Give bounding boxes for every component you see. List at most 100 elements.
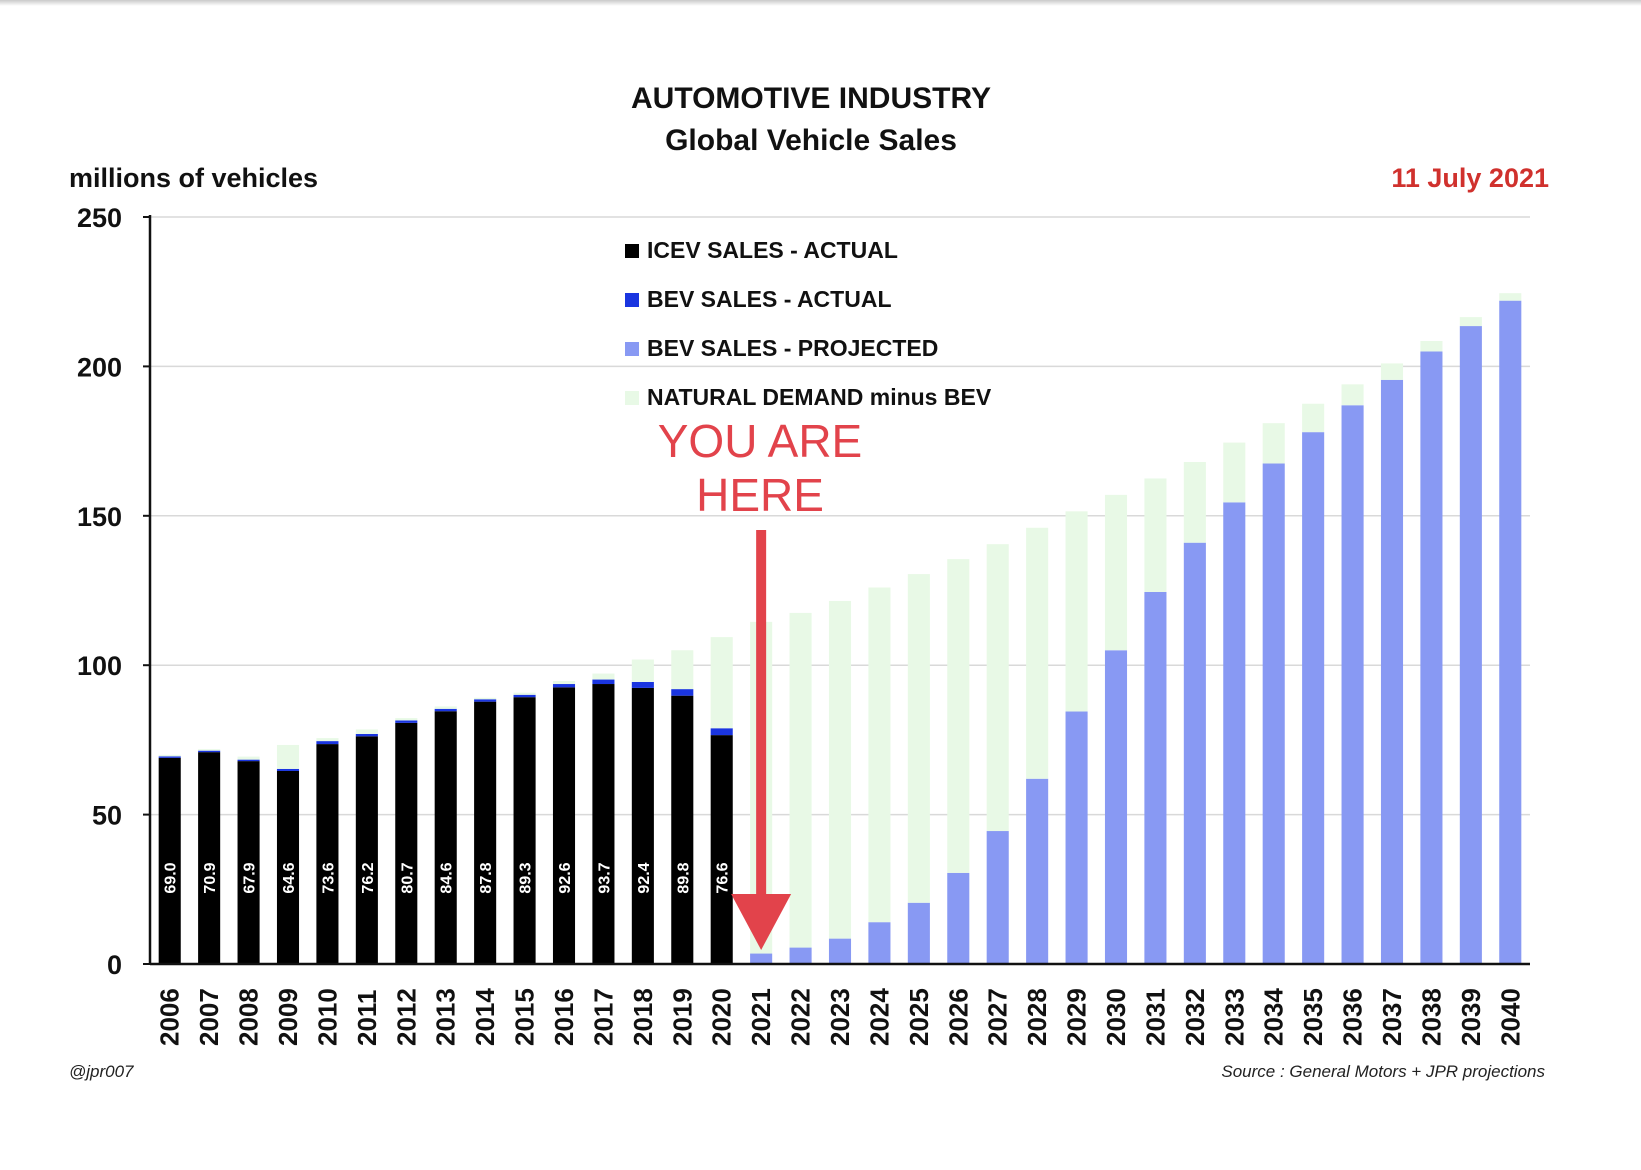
- bar-bev_actual-2015: [513, 694, 536, 698]
- data-label-2016: 92.6: [557, 862, 574, 893]
- bar-natural_demand-2032: [1183, 462, 1206, 543]
- x-tick-label-2015: 2015: [510, 988, 540, 1046]
- bar-bev_actual-2007: [198, 750, 221, 753]
- legend-item-natural-demand: NATURAL DEMAND minus BEV: [625, 373, 991, 422]
- legend-swatch-natural-demand: [625, 390, 639, 405]
- x-tick-label-2008: 2008: [234, 988, 264, 1046]
- labels: 0 50 100 150 200 250 2006 69.0 2007 70.9 2008 67.9 2…: [77, 203, 1525, 1046]
- bar-icev-2010: [316, 744, 339, 964]
- x-tick-label-2016: 2016: [549, 988, 579, 1046]
- x-tick-label-2032: 2032: [1180, 988, 1210, 1046]
- author-handle: @jpr007: [69, 1062, 134, 1081]
- y-tick-label-50: 50: [92, 801, 122, 831]
- data-label-2014: 87.8: [478, 862, 495, 893]
- date-label: 11 July 2021: [1391, 163, 1549, 193]
- x-tick-label-2020: 2020: [707, 988, 737, 1046]
- bar-natural_demand-2008: [237, 756, 260, 760]
- bar-icev-2007: [198, 752, 221, 964]
- bar-bev_projected-2039: [1459, 326, 1482, 964]
- x-tick-label-2031: 2031: [1140, 988, 1170, 1046]
- bar-icev-2011: [355, 736, 378, 964]
- bar-bev_projected-2033: [1223, 502, 1246, 964]
- legend-item-icev: ICEV SALES - ACTUAL: [625, 226, 991, 275]
- bar-bev_projected-2030: [1104, 650, 1128, 964]
- x-tick-label-2023: 2023: [825, 988, 855, 1046]
- x-tick-label-2022: 2022: [786, 988, 816, 1046]
- bar-natural_demand-2022: [789, 612, 812, 948]
- bar-natural_demand-2006: [158, 754, 181, 757]
- x-tick-label-2029: 2029: [1062, 988, 1092, 1046]
- bar-bev_projected-2027: [986, 831, 1009, 964]
- annotation-line-1: YOU ARE: [657, 415, 863, 467]
- bar-bev_projected-2036: [1341, 405, 1364, 964]
- data-label-2012: 80.7: [399, 862, 416, 893]
- bar-bev_projected-2024: [868, 922, 891, 964]
- x-tick-label-2034: 2034: [1259, 988, 1289, 1046]
- data-label-2020: 76.6: [715, 862, 732, 893]
- bar-bev_projected-2025: [907, 902, 930, 964]
- bar-bev_projected-2029: [1065, 711, 1088, 964]
- x-tick-label-2014: 2014: [470, 988, 500, 1046]
- bar-natural_demand-2020: [710, 637, 733, 729]
- bar-bev_projected-2022: [789, 947, 812, 964]
- y-axis-unit-label: millions of vehicles: [69, 163, 319, 193]
- x-tick-label-2033: 2033: [1219, 988, 1249, 1046]
- bar-bev_actual-2018: [631, 681, 654, 688]
- bar-bev_actual-2011: [355, 733, 378, 737]
- legend-item-bev-actual: BEV SALES - ACTUAL: [625, 275, 991, 324]
- you-are-here-annotation: YOU ARE HERE: [610, 414, 910, 522]
- bar-natural_demand-2010: [316, 738, 339, 742]
- bar-natural_demand-2012: [395, 718, 418, 721]
- arrow-shaft: [756, 530, 767, 896]
- bar-natural_demand-2007: [198, 749, 221, 751]
- bar-bev_projected-2035: [1302, 432, 1325, 964]
- data-label-2008: 67.9: [242, 862, 259, 893]
- bar-natural_demand-2038: [1420, 341, 1443, 352]
- x-tick-label-2017: 2017: [588, 988, 618, 1046]
- data-label-2013: 84.6: [439, 862, 456, 893]
- bar-bev_actual-2016: [552, 684, 576, 688]
- data-label-2011: 76.2: [360, 862, 377, 893]
- bar-natural_demand-2011: [355, 729, 378, 734]
- bar-icev-2006: [158, 757, 181, 964]
- bar-natural_demand-2015: [513, 692, 536, 695]
- bar-natural_demand-2039: [1459, 317, 1482, 327]
- x-tick-label-2040: 2040: [1495, 988, 1525, 1046]
- data-label-2010: 73.6: [320, 862, 337, 893]
- bar-natural_demand-2026: [947, 559, 970, 873]
- legend-label-bev-projected: BEV SALES - PROJECTED: [647, 335, 939, 361]
- legend-label-icev: ICEV SALES - ACTUAL: [647, 237, 898, 263]
- x-tick-label-2039: 2039: [1456, 988, 1486, 1046]
- bar-natural_demand-2018: [631, 659, 654, 682]
- x-tick-label-2035: 2035: [1298, 988, 1328, 1046]
- y-tick-label-100: 100: [77, 651, 122, 681]
- bar-natural_demand-2035: [1302, 403, 1325, 433]
- bar-natural_demand-2019: [671, 650, 694, 690]
- bar-bev_projected-2032: [1183, 542, 1206, 964]
- x-tick-label-2010: 2010: [312, 988, 342, 1046]
- y-tick-label-0: 0: [107, 950, 122, 980]
- bar-icev-2008: [237, 761, 260, 964]
- x-tick-label-2019: 2019: [667, 988, 697, 1046]
- bar-bev_projected-2038: [1420, 351, 1443, 965]
- arrow-head: [731, 894, 792, 950]
- x-tick-label-2038: 2038: [1416, 988, 1446, 1046]
- bar-natural_demand-2030: [1104, 494, 1128, 651]
- you-are-here-arrow: [731, 530, 792, 950]
- data-label-2017: 93.7: [596, 862, 613, 893]
- bars: [158, 293, 1522, 965]
- bar-natural_demand-2013: [434, 706, 457, 709]
- bar-icev-2013: [434, 711, 457, 964]
- axes: [143, 215, 1530, 966]
- bar-natural_demand-2037: [1380, 363, 1404, 380]
- data-label-2007: 70.9: [202, 862, 219, 893]
- x-tick-label-2012: 2012: [391, 988, 421, 1046]
- bar-bev_actual-2006: [158, 756, 181, 758]
- bar-natural_demand-2023: [828, 600, 852, 939]
- bar-bev_actual-2010: [316, 741, 339, 745]
- legend: ICEV SALES - ACTUAL BEV SALES - ACTUAL B…: [625, 226, 991, 422]
- legend-swatch-bev-actual: [625, 292, 639, 307]
- window-top-border: [0, 0, 1641, 6]
- bar-icev-2018: [631, 687, 654, 964]
